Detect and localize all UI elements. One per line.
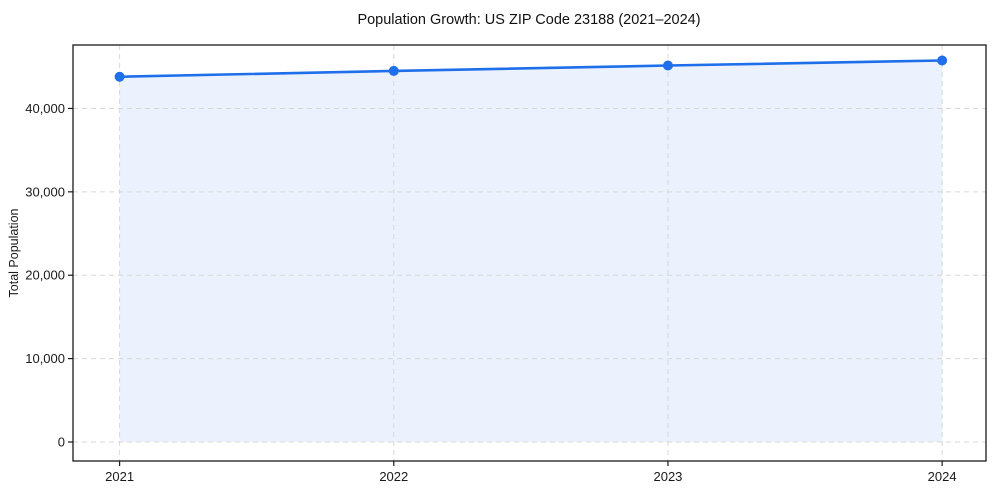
data-point-marker [662,60,673,71]
area-fill [119,60,943,442]
data-point-marker [388,65,399,76]
x-tick-label: 2022 [379,469,408,484]
x-tick-label: 2024 [928,469,957,484]
data-point-marker [937,55,948,66]
x-tick-label: 2021 [105,469,134,484]
x-tick-label: 2023 [653,469,682,484]
plot-frame [72,44,987,462]
y-tick-label: 40,000 [25,101,65,116]
population-line [118,59,944,79]
y-tick-label: 30,000 [25,184,65,199]
chart-title: Population Growth: US ZIP Code 23188 (20… [357,12,700,28]
y-axis-label: Total Population [7,208,21,297]
plot-area: 0 10,000 20,000 30,000 40,000 2021 2022 2023 202… [25,44,987,484]
y-tick-label: 20,000 [25,268,65,283]
y-tick-label: 10,000 [25,351,65,366]
y-tick-label: 0 [58,434,65,449]
data-point-marker [114,71,125,82]
